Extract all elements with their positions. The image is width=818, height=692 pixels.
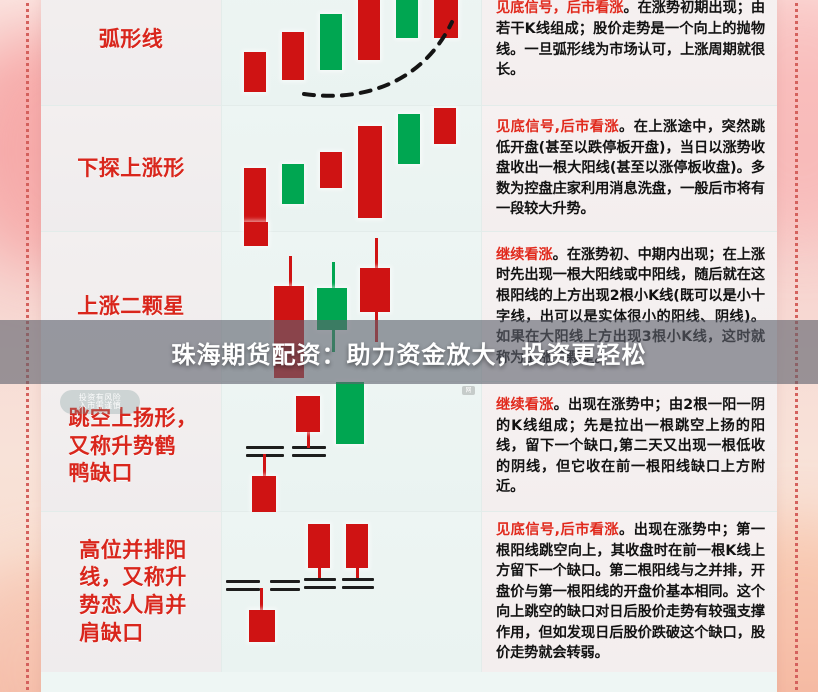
pattern-description: 见底信号,后市看涨。在上涨途中，突然跳低开盘(甚至以跌停板开盘)，当日以涨势收盘… [496,117,765,220]
pattern-description-cell: 见底信号,后市看涨。出现在涨势中；第一根阳线跳空向上，其收盘时在前一根K线上方留… [482,512,777,672]
desc-body: 。在上涨途中，突然跳低开盘(甚至以跌停板开盘)，当日以涨势收盘收出一根大阳线(甚… [496,119,765,218]
pattern-description-cell: 见底信号,后市看涨。在上涨途中，突然跳低开盘(甚至以跌停板开盘)，当日以涨势收盘… [482,106,777,231]
candlestick-chart-arc-line [221,0,482,105]
table-row: 弧形线 见底信号，后市看涨。在涨势初期出现；由若干K线组成；股价走势是一个向上的… [41,0,777,106]
candle-red [308,524,330,568]
candle-green [398,114,420,164]
candle-red [249,610,275,642]
candle-red [358,126,382,218]
doji-line [246,446,284,449]
candle-red [282,32,304,80]
candle-red [320,152,342,188]
doji-line [270,580,300,583]
promo-banner-overlay: 珠海期货配资：助力资金放大，投资更轻松 [0,320,818,384]
candle-red [358,0,380,60]
candle-red [434,108,456,144]
candle-green [320,14,342,70]
candle-red-star [360,268,390,312]
candle-wick [260,588,263,610]
pattern-label-cell: 投资有风险 入市需谨慎 跳空上扬形， 又称升势鹤 鸭缺口 [41,382,221,511]
candle-red [244,52,266,92]
candle-green [396,0,418,38]
pattern-label-cell: 下探上涨形 [41,106,221,231]
pattern-label: 高位并排阳 线，又称升 势恋人肩并 肩缺口 [79,537,187,645]
corner-mark-icon: 网 [462,386,475,395]
doji-line [226,580,260,583]
promo-banner-text: 珠海期货配资：助力资金放大，投资更轻松 [171,340,647,369]
doji-line [270,588,300,591]
candle-wick [356,568,359,580]
doji-line [304,586,336,589]
table-row: 下探上涨形 见底信号,后市看涨。在上涨途中，突然跳低开盘(甚至以跌停板开盘)，当… [41,106,777,232]
candle-green [336,382,364,444]
kline-pattern-card: 弧形线 见底信号，后市看涨。在涨势初期出现；由若干K线组成；股价走势是一个向上的… [41,0,777,692]
pattern-label: 上涨二颗星 [77,293,185,318]
watermark-line-1: 投资有风险 [78,392,122,402]
desc-highlight: 见底信号，后市看涨 [496,0,624,17]
pattern-description: 见底信号,后市看涨。出现在涨势中；第一根阳线跳空向上，其收盘时在前一根K线上方留… [496,520,765,664]
candle-red [244,168,266,230]
desc-body: 。出现在涨势中；第一根阳线跳空向上，其收盘时在前一根K线上方留下一个缺口。第二根… [496,521,765,662]
pattern-description: 见底信号，后市看涨。在涨势初期出现；由若干K线组成；股价走势是一个向上的抛物线。… [496,0,765,81]
pattern-label-cell: 弧形线 [41,0,221,105]
candle-red [296,396,320,432]
pattern-label: 下探上涨形 [77,155,185,180]
desc-highlight: 继续看涨 [496,397,554,414]
candlestick-chart-gap-up: 网 [221,382,482,512]
desc-highlight: 见底信号,后市看涨 [496,521,620,538]
pattern-label: 跳空上扬形， 又称升势鹤 鸭缺口 [68,405,198,486]
doji-line [342,578,374,581]
candle-green [282,164,304,204]
pattern-description-cell: 见底信号，后市看涨。在涨势初期出现；由若干K线组成；股价走势是一个向上的抛物线。… [482,0,777,105]
candlestick-chart-side-by-side [221,512,482,672]
doji-line [304,578,336,581]
desc-body: 。出现在涨势中；由2根一阳一阴的K线组成；先是拉出一根跳空上扬的阳线，留下一个缺… [496,397,765,496]
candle-wick [263,454,266,476]
pattern-description: 继续看涨。出现在涨势中；由2根一阳一阴的K线组成；先是拉出一根跳空上扬的阳线，留… [496,395,765,498]
table-row: 投资有风险 入市需谨慎 跳空上扬形， 又称升势鹤 鸭缺口 网 继续看涨。出现在涨… [41,382,777,512]
doji-line [342,586,374,589]
risk-warning-watermark: 投资有风险 入市需谨慎 [60,390,140,414]
doji-line [226,588,260,591]
candle-red [252,476,276,512]
candle-red [244,222,268,246]
candlestick-chart-dip-then-rise [221,106,482,231]
desc-highlight: 见底信号,后市看涨 [496,119,620,136]
pattern-label-cell: 高位并排阳 线，又称升 势恋人肩并 肩缺口 [41,512,221,672]
candle-wick [318,568,321,580]
table-row: 高位并排阳 线，又称升 势恋人肩并 肩缺口 见底信号,后市看涨。出现在 [41,512,777,672]
desc-highlight: 继续看涨 [496,246,553,263]
desc-body: 。在涨势初期出现；由若干K线组成；股价走势是一个向上的抛物线。一旦弧形线为市场认… [496,0,765,79]
candle-red [434,0,458,38]
pattern-description-cell: 继续看涨。出现在涨势中；由2根一阳一阴的K线组成；先是拉出一根跳空上扬的阳线，留… [482,382,777,511]
candle-red [346,524,368,568]
pattern-label: 弧形线 [98,26,164,51]
watermark-line-2: 入市需谨慎 [78,401,122,410]
candle-wick [332,262,335,288]
candle-wick [307,430,310,448]
candle-wick [375,238,378,268]
doji-line [292,454,326,457]
candle-wick [289,256,292,286]
